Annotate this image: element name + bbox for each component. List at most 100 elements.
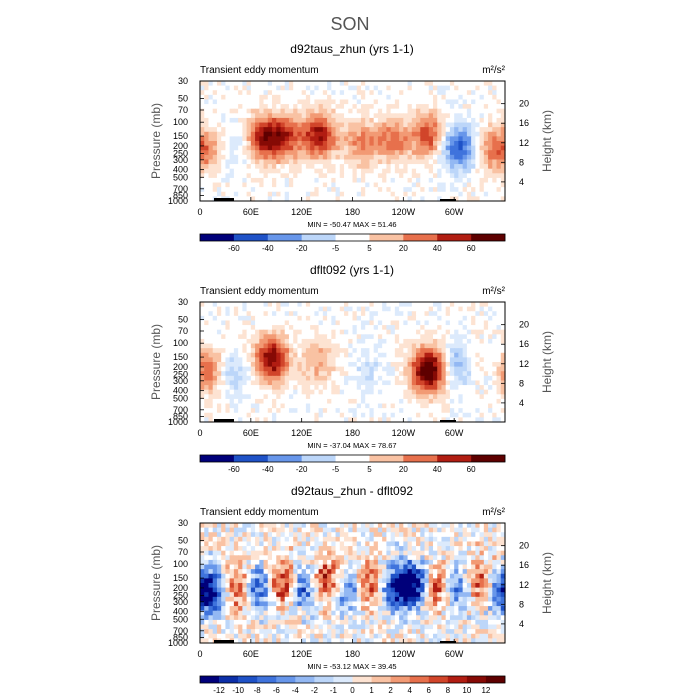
panel-1: d92taus_zhun (yrs 1-1) Transient eddy mom… bbox=[149, 42, 554, 253]
y-tick-label: 70 bbox=[178, 105, 188, 115]
min-max-stats: MIN = -50.47 MAX = 51.46 bbox=[307, 220, 396, 229]
x-tick-label: 60W bbox=[445, 649, 464, 659]
x-tick-label: 120W bbox=[392, 428, 416, 438]
y-tick-label: 400 bbox=[173, 607, 188, 617]
y-tick-label: 700 bbox=[173, 184, 188, 194]
colorbar-label: -8 bbox=[254, 686, 262, 695]
panel-units: m²/s² bbox=[482, 286, 505, 297]
colorbar-label: 2 bbox=[388, 686, 393, 695]
y-tick-label: 400 bbox=[173, 165, 188, 175]
colorbar-swatch bbox=[301, 234, 336, 241]
colorbar: -60 -40 -20 -5 5 20 40 60 bbox=[199, 454, 506, 474]
y-tick-label: 400 bbox=[173, 386, 188, 396]
y-right-tick-label: 8 bbox=[519, 378, 524, 388]
x-tick-label: 180 bbox=[345, 207, 360, 217]
colorbar-label: -60 bbox=[228, 465, 240, 474]
heatmap-field bbox=[200, 81, 506, 202]
y-tick-label: 100 bbox=[173, 117, 188, 127]
colorbar-swatch bbox=[335, 455, 370, 462]
colorbar-label: -10 bbox=[232, 686, 244, 695]
y-right-tick-label: 4 bbox=[519, 398, 524, 408]
y-tick-label: 200 bbox=[173, 583, 188, 593]
colorbar-swatch bbox=[267, 455, 302, 462]
y-right-tick-label: 8 bbox=[519, 599, 524, 609]
y-tick-label: 30 bbox=[178, 297, 188, 307]
y-tick-label: 250 bbox=[173, 591, 188, 601]
colorbar-swatch bbox=[200, 676, 220, 683]
y-tick-label: 500 bbox=[173, 172, 188, 182]
colorbar-label: -20 bbox=[296, 465, 308, 474]
colorbar-label: -60 bbox=[228, 244, 240, 253]
colorbar-swatch bbox=[219, 676, 239, 683]
colorbar-label: 60 bbox=[467, 465, 476, 474]
y-tick-label: 250 bbox=[173, 149, 188, 159]
colorbar-label: 40 bbox=[433, 244, 442, 253]
y-tick-label: 300 bbox=[173, 597, 188, 607]
x-tick-label: 60W bbox=[445, 428, 464, 438]
panel-units: m²/s² bbox=[482, 65, 505, 76]
y-tick-label: 300 bbox=[173, 376, 188, 386]
min-max-stats: MIN = -37.04 MAX = 78.67 bbox=[307, 441, 396, 450]
colorbar-label: -2 bbox=[311, 686, 319, 695]
colorbar-swatch bbox=[437, 455, 472, 462]
y-tick-label: 70 bbox=[178, 326, 188, 336]
y-tick-label: 200 bbox=[173, 141, 188, 151]
y-right-tick-label: 8 bbox=[519, 157, 524, 167]
colorbar-swatch bbox=[403, 234, 438, 241]
y-tick-label: 200 bbox=[173, 362, 188, 372]
heatmap-field bbox=[200, 523, 506, 644]
colorbar-label: 60 bbox=[467, 244, 476, 253]
colorbar: -60 -40 -20 -5 5 20 40 60 bbox=[199, 233, 506, 253]
x-tick-label: 0 bbox=[197, 428, 202, 438]
y-tick-label: 850 bbox=[173, 632, 188, 642]
colorbar-swatch bbox=[447, 676, 468, 683]
panel-title: d92taus_zhun (yrs 1-1) bbox=[290, 42, 413, 56]
colorbar-swatch bbox=[403, 455, 438, 462]
y-tick-label: 100 bbox=[173, 559, 188, 569]
y-tick-label: 500 bbox=[173, 393, 188, 403]
panel-title: d92taus_zhun - dflt092 bbox=[291, 484, 413, 498]
y-tick-label: 700 bbox=[173, 626, 188, 636]
y-tick-label: 70 bbox=[178, 547, 188, 557]
figure-title: SON bbox=[330, 14, 369, 34]
y-tick-label: 1000 bbox=[168, 638, 188, 648]
x-tick-label: 60E bbox=[243, 428, 259, 438]
panel-3: d92taus_zhun - dflt092 Transient eddy mom… bbox=[149, 484, 554, 695]
y-right-axis-title: Height (km) bbox=[540, 331, 554, 393]
y-axis-title: Pressure (mb) bbox=[149, 545, 163, 621]
colorbar-label: 0 bbox=[350, 686, 355, 695]
colorbar-label: 8 bbox=[446, 686, 451, 695]
colorbar-label: -12 bbox=[213, 686, 225, 695]
y-right-tick-label: 16 bbox=[519, 339, 529, 349]
colorbar-swatch bbox=[333, 676, 353, 683]
colorbar-label: 40 bbox=[433, 465, 442, 474]
colorbar-swatch bbox=[314, 676, 334, 683]
panel-units: m²/s² bbox=[482, 507, 505, 518]
colorbar-swatch bbox=[428, 676, 449, 683]
y-axis-title: Pressure (mb) bbox=[149, 324, 163, 400]
colorbar-label: -40 bbox=[262, 465, 274, 474]
colorbar-swatch bbox=[471, 234, 506, 241]
min-max-stats: MIN = -53.12 MAX = 39.45 bbox=[307, 662, 396, 671]
colorbar-swatch bbox=[335, 234, 370, 241]
x-tick-label: 60E bbox=[243, 649, 259, 659]
colorbar-label: -1 bbox=[330, 686, 338, 695]
colorbar-label: 20 bbox=[399, 244, 408, 253]
y-tick-label: 150 bbox=[173, 573, 188, 583]
y-right-tick-label: 20 bbox=[519, 541, 529, 551]
panel-subtitle: Transient eddy momentum bbox=[200, 286, 319, 297]
x-tick-label: 60W bbox=[445, 207, 464, 217]
colorbar-label: 10 bbox=[462, 686, 471, 695]
x-tick-label: 180 bbox=[345, 649, 360, 659]
colorbar-label: -4 bbox=[292, 686, 300, 695]
y-right-tick-label: 20 bbox=[519, 320, 529, 330]
y-tick-label: 850 bbox=[173, 190, 188, 200]
colorbar-swatch bbox=[233, 234, 269, 241]
y-tick-label: 500 bbox=[173, 614, 188, 624]
colorbar-swatch bbox=[371, 676, 391, 683]
colorbar-swatch bbox=[276, 676, 296, 683]
y-right-tick-label: 16 bbox=[519, 560, 529, 570]
y-tick-label: 30 bbox=[178, 518, 188, 528]
colorbar-swatch bbox=[369, 234, 404, 241]
y-axis-title: Pressure (mb) bbox=[149, 103, 163, 179]
